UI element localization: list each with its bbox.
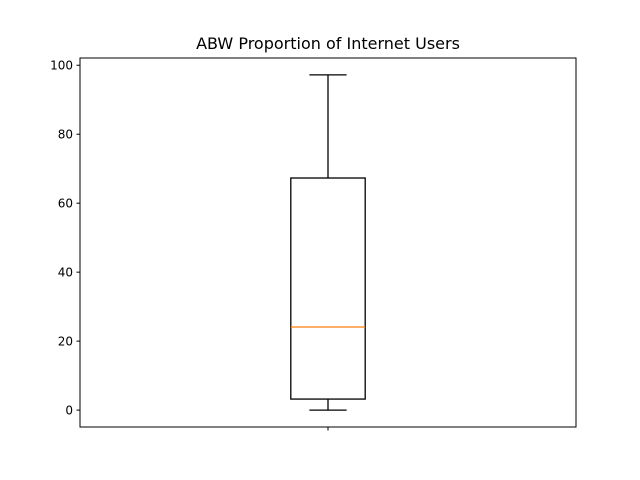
y-tick-label: 0 bbox=[65, 403, 73, 417]
plot-frame bbox=[79, 57, 577, 428]
y-tick-label: 80 bbox=[58, 128, 73, 142]
y-tick-label: 40 bbox=[58, 265, 73, 279]
y-tick-label: 20 bbox=[58, 334, 73, 348]
y-axis: 0 20 40 60 80 100 bbox=[50, 59, 80, 417]
y-tick-label: 100 bbox=[50, 59, 73, 73]
chart-title: ABW Proportion of Internet Users bbox=[196, 34, 460, 53]
plot-marks bbox=[290, 74, 366, 411]
iqr-box bbox=[290, 177, 366, 400]
y-tick-label: 60 bbox=[58, 196, 73, 210]
